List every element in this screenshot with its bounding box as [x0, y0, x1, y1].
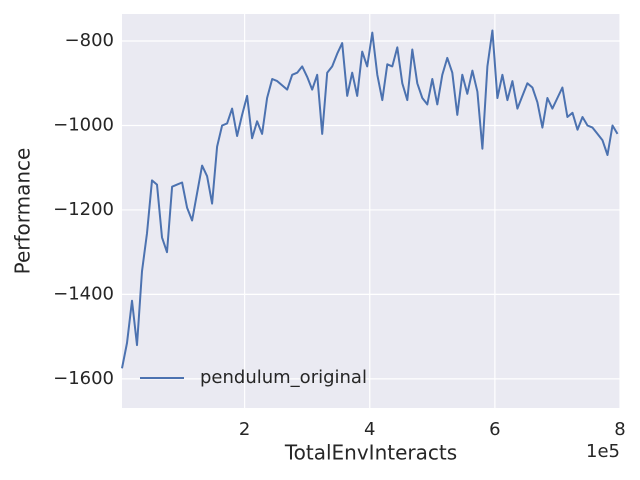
- y-axis-label: Performance: [11, 148, 35, 275]
- y-tick-label: −1200: [53, 199, 114, 220]
- x-tick-label: 2: [239, 419, 250, 440]
- y-tick-label: −1600: [53, 368, 114, 389]
- x-tick-label: 4: [364, 419, 375, 440]
- y-tick-label: −1400: [53, 283, 114, 304]
- plot-area: [122, 14, 620, 408]
- y-tick-label: −800: [65, 30, 114, 51]
- x-offset-label: 1e5: [586, 441, 620, 462]
- x-axis-label: TotalEnvInteracts: [284, 441, 457, 465]
- series-line: [121, 29, 619, 369]
- x-tick-label: 6: [489, 419, 500, 440]
- x-tick-label: 8: [614, 419, 625, 440]
- legend-label: pendulum_original: [200, 367, 367, 388]
- y-tick-label: −1000: [53, 114, 114, 135]
